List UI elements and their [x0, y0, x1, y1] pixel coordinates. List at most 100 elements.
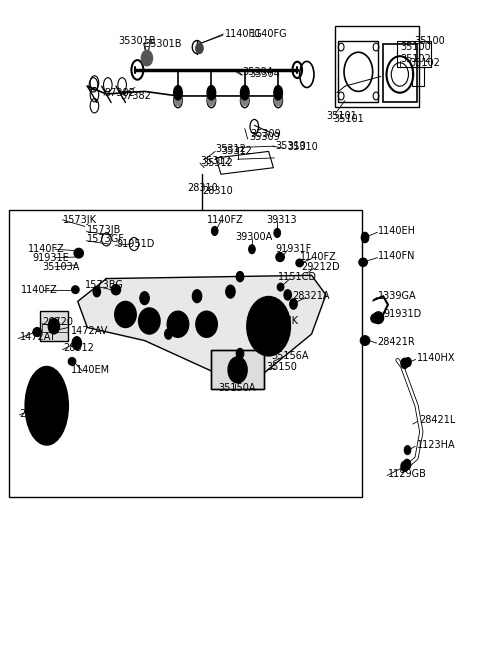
Ellipse shape [277, 283, 284, 291]
Text: 1140EM: 1140EM [71, 365, 110, 375]
Text: 28321A: 28321A [292, 291, 330, 301]
Text: 35304: 35304 [242, 67, 273, 77]
Text: 35312: 35312 [215, 144, 246, 154]
Text: 1140FZ: 1140FZ [28, 244, 64, 254]
Ellipse shape [359, 258, 367, 267]
Text: 35312: 35312 [221, 146, 252, 156]
Text: 35304: 35304 [250, 69, 280, 79]
Text: 35102: 35102 [409, 58, 440, 68]
Circle shape [48, 318, 60, 334]
Text: 35150A: 35150A [218, 383, 256, 392]
Circle shape [403, 459, 411, 470]
Text: 1339GA: 1339GA [378, 291, 417, 301]
Text: 35312: 35312 [200, 155, 231, 166]
Text: 28310: 28310 [202, 185, 233, 196]
Text: 26720: 26720 [42, 317, 73, 328]
Ellipse shape [360, 335, 370, 345]
Text: 1140EH: 1140EH [378, 226, 416, 236]
Text: 91931E: 91931E [33, 253, 69, 263]
Ellipse shape [274, 86, 282, 100]
Text: 1123HA: 1123HA [417, 440, 455, 450]
Ellipse shape [68, 358, 76, 365]
Circle shape [274, 229, 281, 238]
Circle shape [72, 337, 82, 350]
Circle shape [199, 314, 214, 334]
Ellipse shape [111, 284, 120, 295]
Text: 35103A: 35103A [42, 262, 79, 272]
Ellipse shape [33, 328, 41, 337]
Text: 1151CD: 1151CD [278, 272, 317, 282]
Text: 1140FZ: 1140FZ [206, 215, 243, 225]
Circle shape [404, 445, 411, 455]
Circle shape [207, 96, 215, 105]
Text: 29212D: 29212D [301, 262, 340, 272]
Text: 91951D: 91951D [116, 239, 154, 249]
Text: 37382: 37382 [104, 88, 135, 98]
Text: 28310: 28310 [188, 183, 218, 193]
Bar [211, 350, 264, 390]
Circle shape [142, 311, 156, 331]
Text: 39313: 39313 [266, 215, 297, 225]
Ellipse shape [371, 314, 379, 323]
Text: 35102: 35102 [400, 54, 431, 64]
Circle shape [165, 329, 172, 339]
Text: 35100: 35100 [400, 42, 431, 52]
Text: 1472AT: 1472AT [20, 332, 56, 343]
Circle shape [36, 430, 41, 436]
Text: 35309: 35309 [251, 129, 281, 139]
Text: 28411B: 28411B [20, 409, 57, 419]
Text: 1573JK: 1573JK [265, 316, 299, 326]
Circle shape [53, 430, 58, 436]
Circle shape [140, 291, 149, 305]
Circle shape [141, 50, 153, 66]
Text: 35100: 35100 [414, 35, 445, 45]
Ellipse shape [167, 311, 189, 337]
Circle shape [171, 314, 185, 334]
Text: 35301B: 35301B [118, 35, 156, 45]
Bar [336, 26, 419, 107]
Bar [211, 350, 264, 390]
Circle shape [275, 96, 282, 105]
Circle shape [264, 320, 274, 333]
Text: 1573JK: 1573JK [63, 215, 97, 225]
Text: 1140FG: 1140FG [225, 29, 263, 39]
Circle shape [28, 403, 33, 409]
Text: 1129GB: 1129GB [388, 469, 427, 479]
Ellipse shape [115, 301, 136, 328]
Text: 1140FG: 1140FG [250, 29, 287, 39]
Text: 1472AV: 1472AV [71, 326, 108, 336]
Text: 1573BG: 1573BG [85, 280, 124, 290]
Circle shape [361, 233, 369, 243]
Bar [412, 67, 424, 86]
Bar [383, 44, 417, 102]
Circle shape [247, 297, 290, 356]
Circle shape [118, 305, 132, 324]
Text: 35301B: 35301B [144, 39, 182, 48]
Circle shape [284, 290, 291, 300]
Circle shape [236, 348, 244, 359]
Text: 1140FZ: 1140FZ [300, 252, 336, 262]
Text: 1140FN: 1140FN [378, 252, 416, 261]
Bar [42, 324, 68, 332]
Text: 35101: 35101 [326, 111, 357, 121]
Bar [39, 311, 68, 341]
Text: 35309: 35309 [250, 132, 280, 142]
Circle shape [289, 299, 297, 309]
Ellipse shape [74, 248, 84, 258]
Text: 28421R: 28421R [377, 337, 415, 347]
Circle shape [401, 461, 408, 472]
Circle shape [241, 96, 249, 105]
Text: 91931F: 91931F [276, 244, 312, 253]
Ellipse shape [72, 286, 79, 293]
Circle shape [93, 286, 101, 297]
Circle shape [61, 403, 66, 409]
Text: 91931D: 91931D [383, 309, 421, 320]
Circle shape [401, 358, 408, 369]
Circle shape [228, 357, 247, 383]
Text: 37382: 37382 [120, 91, 152, 101]
Circle shape [192, 290, 202, 303]
Circle shape [211, 227, 218, 236]
Ellipse shape [174, 86, 182, 100]
Ellipse shape [373, 312, 384, 324]
Ellipse shape [207, 86, 216, 100]
